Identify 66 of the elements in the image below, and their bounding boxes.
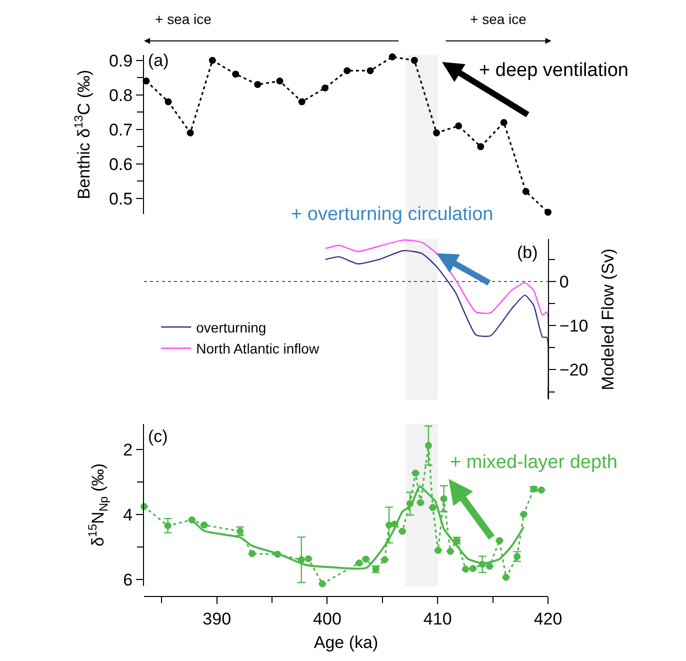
point (522, 188, 530, 196)
point (366, 67, 374, 74)
y-tick-label: 0.8 (108, 86, 133, 105)
point (232, 70, 240, 78)
legend-label: North Atlantic inflow (196, 340, 320, 357)
point (412, 470, 420, 477)
point (318, 580, 326, 588)
point (424, 442, 432, 449)
y-tick-label: 2 (123, 440, 133, 460)
point (429, 504, 436, 512)
y-tick-label: 0.7 (108, 120, 133, 140)
point (417, 499, 424, 506)
point (362, 556, 370, 563)
point (248, 550, 256, 558)
x-tick-label: 400 (313, 609, 342, 628)
y-tick-label: −20 (559, 360, 588, 380)
point (544, 208, 552, 216)
annotation: (b) (517, 243, 538, 262)
text: + sea ice (155, 11, 212, 27)
point (356, 560, 363, 567)
point (304, 555, 312, 562)
annotation: + overturning circulation (291, 204, 494, 225)
point (208, 56, 216, 64)
point (164, 98, 172, 106)
point (477, 143, 484, 150)
legend-label: overturning (196, 319, 266, 336)
point (440, 495, 448, 502)
point (500, 118, 508, 126)
x-tick-label: 390 (202, 609, 232, 628)
x-axis-title: Age (ka) (314, 632, 378, 652)
point (322, 84, 329, 92)
point (410, 56, 418, 64)
x-tick-label: 410 (423, 609, 452, 628)
point (455, 122, 462, 130)
annotation: (c) (148, 427, 168, 446)
point (164, 522, 172, 530)
point (502, 574, 510, 581)
point (298, 98, 306, 106)
y-tick-label: −10 (559, 316, 588, 336)
point (446, 548, 454, 555)
point (344, 67, 351, 74)
point (254, 81, 262, 88)
point (186, 129, 194, 136)
point (388, 53, 396, 60)
point (496, 537, 503, 544)
point (486, 562, 493, 570)
y-tick-label: 0.9 (108, 51, 133, 70)
y-tick-label: 0.6 (108, 154, 133, 174)
point (538, 486, 545, 494)
x-tick-label: 420 (534, 609, 562, 628)
point (434, 546, 442, 554)
y-tick-label: 0 (559, 272, 569, 292)
annotation: + mixed-layer depth (450, 452, 618, 473)
point (433, 129, 440, 136)
point (398, 528, 406, 535)
point (520, 510, 528, 518)
point (276, 78, 284, 85)
annotation: + deep ventilation (479, 60, 628, 81)
y-tick-label: 6 (123, 570, 133, 590)
y-tick-label: 0.5 (108, 189, 133, 208)
y-tick-label: 4 (123, 506, 133, 525)
text: + sea ice (470, 11, 527, 27)
y-axis-title: Modeled Flow (Sv) (598, 248, 618, 390)
annotation: (a) (148, 51, 169, 70)
point (381, 556, 388, 564)
point (200, 522, 208, 529)
